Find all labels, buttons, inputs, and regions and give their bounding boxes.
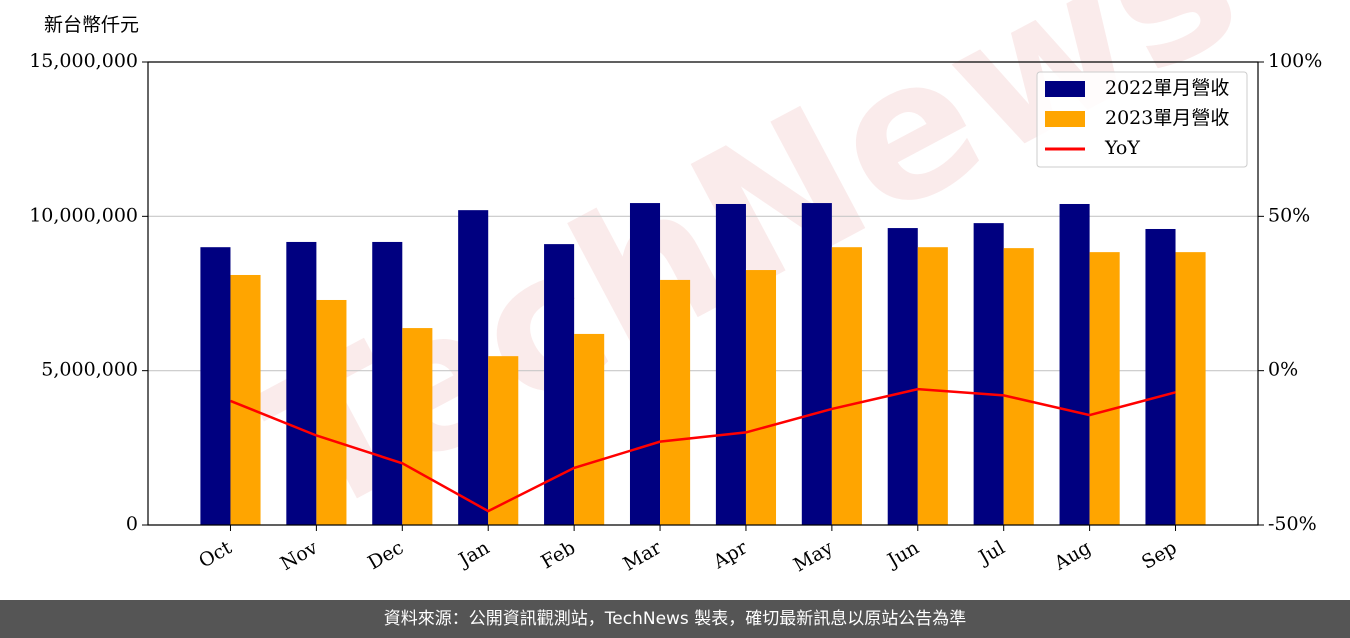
y2-tick-label: 0%	[1268, 359, 1298, 381]
legend-box	[1036, 71, 1248, 168]
x-tick-label: Sep	[1138, 537, 1181, 574]
bar	[1145, 228, 1176, 526]
bar	[286, 241, 317, 525]
bar	[544, 244, 575, 525]
bar	[200, 247, 231, 525]
bar	[917, 247, 948, 525]
legend-label: 2022單月營收	[1105, 77, 1229, 99]
x-tick-label: Dec	[364, 537, 407, 575]
bar	[488, 356, 519, 525]
bar	[887, 228, 918, 525]
x-tick-label: Jan	[453, 537, 493, 573]
x-tick-label: Jun	[882, 537, 923, 573]
legend-swatch	[1045, 111, 1085, 127]
bar	[1003, 248, 1034, 525]
bar	[831, 247, 862, 525]
bar	[1089, 252, 1120, 525]
x-tick-label: Feb	[537, 537, 579, 574]
bar	[1175, 252, 1206, 525]
x-tick-label: Jul	[974, 537, 1009, 570]
x-tick-label: Apr	[709, 536, 752, 573]
bar	[372, 241, 403, 525]
plot-frame	[147, 61, 1259, 526]
line	[230, 387, 1176, 513]
legend-swatch	[1045, 81, 1085, 97]
x-tick-label: May	[790, 536, 837, 576]
x-tick-label: Oct	[195, 536, 236, 572]
bar	[458, 210, 489, 525]
legend-label: 2023單月營收	[1105, 107, 1229, 129]
bar	[973, 223, 1004, 525]
y-tick-label: 5,000,000	[41, 359, 138, 381]
y2-tick-label: 100%	[1268, 50, 1322, 72]
x-tick-label: Nov	[277, 536, 322, 575]
bar	[574, 333, 605, 525]
y-tick-label: 0	[126, 513, 138, 535]
bar	[745, 270, 777, 525]
bar	[316, 299, 347, 525]
y-tick-label: 10,000,000	[29, 204, 138, 226]
bar	[1059, 203, 1090, 525]
bar	[715, 203, 746, 525]
footer-bar	[0, 600, 1350, 638]
bar	[629, 203, 661, 525]
footer-text: 資料來源：公開資訊觀測站，TechNews 製表，確切最新訊息以原站公告為準	[384, 609, 966, 629]
legend-label: YoY	[1104, 137, 1140, 159]
y-axis-label: 新台幣仟元	[44, 14, 139, 36]
bar	[230, 274, 261, 525]
bar	[660, 279, 691, 525]
x-tick-label: Mar	[620, 536, 666, 575]
y2-tick-label: -50%	[1268, 513, 1317, 535]
bar	[801, 203, 832, 525]
x-tick-label: Aug	[1050, 537, 1095, 576]
bar	[402, 328, 433, 525]
y2-tick-label: 50%	[1268, 204, 1310, 226]
y-tick-label: 15,000,000	[29, 50, 138, 72]
